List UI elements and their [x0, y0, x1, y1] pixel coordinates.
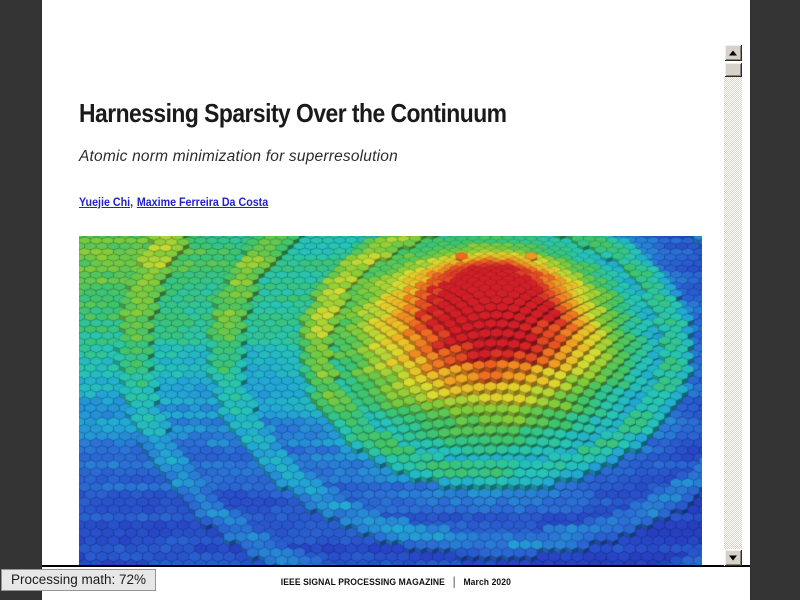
hero-figure-hexagon-surface — [79, 236, 702, 565]
article-title: Harnessing Sparsity Over the Continuum — [79, 98, 507, 128]
author-link-maxime-ferreira-da-costa[interactable]: Maxime Ferreira Da Costa — [136, 197, 269, 209]
page-footer: IEEE SIGNAL PROCESSING MAGAZINE | March 20… — [42, 572, 750, 590]
arrow-up-icon — [729, 50, 737, 55]
scrollbar-thumb[interactable] — [724, 62, 742, 77]
article-subtitle: Atomic norm minimization for superresolu… — [79, 148, 398, 165]
mathjax-status: Processing math: 72% — [1, 569, 157, 591]
article-page: Harnessing Sparsity Over the Continuum A… — [42, 0, 750, 600]
arrow-down-icon — [729, 555, 737, 560]
issue-date: March 2020 — [463, 577, 512, 588]
author-line: Yuejie Chi, Maxime Ferreira Da Costa — [79, 197, 268, 209]
footer-inner: IEEE SIGNAL PROCESSING MAGAZINE | March 20… — [280, 575, 512, 590]
scroll-up-button[interactable] — [724, 44, 742, 61]
author-link-yuejie-chi[interactable]: Yuejie Chi — [79, 197, 131, 209]
author-separator: , — [130, 197, 134, 209]
journal-name: IEEE SIGNAL PROCESSING MAGAZINE — [280, 577, 446, 588]
footer-separator: | — [453, 575, 456, 590]
scroll-down-button[interactable] — [724, 549, 742, 566]
vertical-scrollbar[interactable] — [724, 44, 742, 566]
scrollbar-track[interactable] — [724, 77, 742, 549]
reader-frame: Harnessing Sparsity Over the Continuum A… — [42, 0, 750, 567]
